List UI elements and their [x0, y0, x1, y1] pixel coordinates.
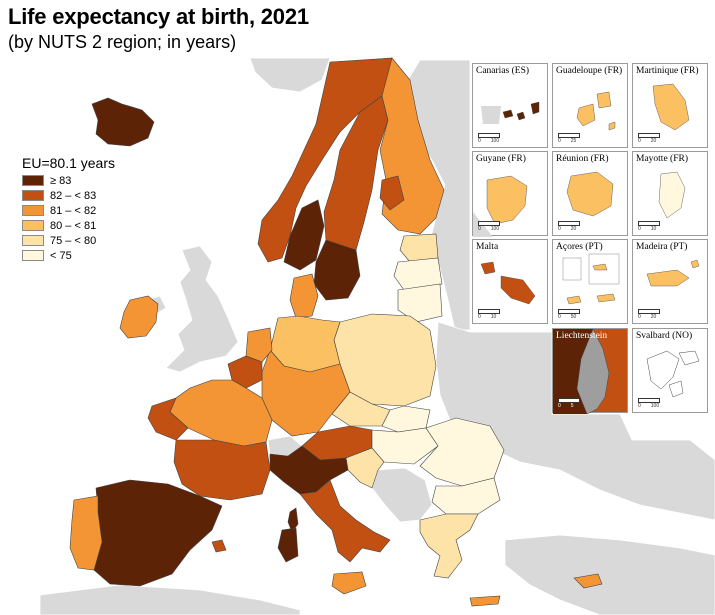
norway-south-region	[283, 199, 325, 271]
legend-label: < 75	[50, 249, 72, 262]
inset-guyane: Guyane (FR) 0 100	[472, 151, 548, 237]
france-south-region	[173, 439, 271, 501]
iceland-region	[91, 97, 155, 147]
legend-label: 82 – < 83	[50, 189, 97, 202]
scale-bar: 0 50	[558, 309, 580, 320]
turkey-region	[504, 534, 715, 615]
italy-north-region	[269, 445, 349, 495]
bulgaria-region	[431, 477, 501, 515]
scale-bar: 0 20	[638, 133, 660, 144]
inset-label: Liechtenstein	[556, 331, 608, 341]
inset-label: Malta	[476, 242, 499, 252]
legend-label: 75 – < 80	[50, 234, 97, 247]
legend-swatch	[22, 190, 44, 201]
scale-bar: 0 100	[478, 133, 500, 144]
inset-label: Svalbard (NO)	[636, 331, 693, 341]
inset-map	[480, 261, 536, 305]
inset-label: Martinique (FR)	[636, 66, 699, 76]
greece-region	[419, 513, 479, 579]
inset-map	[481, 101, 540, 124]
inset-madeira: Madeira (PT) 0 20	[632, 239, 708, 324]
legend-label: 80 – < 81	[50, 219, 97, 232]
legend-label: 81 – < 82	[50, 204, 97, 217]
inset-mayotte: Mayotte (FR) 0 10	[632, 151, 708, 236]
sweden-south-region	[313, 239, 361, 301]
inset-malta: Malta 0 10	[472, 239, 548, 324]
legend-swatch	[22, 175, 44, 186]
scale-bar: 0 10	[638, 221, 660, 232]
inset-acores: Açores (PT) 0 50	[552, 239, 628, 324]
denmark-region	[289, 273, 319, 319]
inset-map	[576, 91, 616, 131]
inset-martinique: Martinique (FR) 0 20	[632, 63, 708, 148]
inset-map	[566, 171, 614, 217]
italy-south-region	[299, 479, 391, 563]
romania-region	[419, 417, 505, 487]
legend-title: EU=80.1 years	[22, 155, 115, 171]
map-title: Life expectancy at birth, 2021	[8, 4, 309, 29]
scale-bar: 0 25	[558, 133, 580, 144]
scale-bar: 0 100	[638, 398, 660, 409]
netherlands-region	[245, 327, 273, 363]
aland-region	[379, 175, 405, 211]
legend-swatch	[22, 205, 44, 216]
legend: EU=80.1 years ≥ 83 82 – < 83 81 – < 82 8…	[22, 155, 115, 263]
inset-map	[646, 350, 700, 398]
inset-label: Canarias (ES)	[476, 66, 530, 76]
inset-map	[646, 259, 700, 287]
inset-map	[652, 83, 690, 131]
inset-label: Guyane (FR)	[476, 154, 526, 164]
germany-south-region	[261, 349, 351, 437]
inset-label: Madeira (PT)	[636, 242, 688, 252]
sicily-region	[331, 571, 367, 595]
legend-swatch	[22, 250, 44, 261]
portugal-region	[69, 495, 103, 571]
legend-item: 82 – < 83	[22, 188, 115, 203]
great-britain-region	[165, 245, 239, 373]
greenland-region	[249, 57, 331, 93]
legend-item: 75 – < 80	[22, 233, 115, 248]
inset-guadeloupe: Guadeloupe (FR) 0 25	[552, 63, 628, 148]
sardinia-region	[277, 527, 299, 563]
lithuania-region	[397, 283, 443, 323]
inset-reunion: Réunion (FR) 0 20	[552, 151, 628, 236]
slovenia-croatia-region	[345, 447, 385, 489]
legend-label: ≥ 83	[50, 174, 72, 187]
inset-label: Açores (PT)	[556, 242, 603, 252]
map-subtitle: (by NUTS 2 region; in years)	[8, 32, 237, 52]
scale-bar: 0 20	[638, 309, 660, 320]
scale-bar: 0 10	[478, 309, 500, 320]
inset-map	[553, 329, 610, 414]
balearic-region	[211, 539, 227, 553]
legend-item: < 75	[22, 248, 115, 263]
legend-swatch	[22, 235, 44, 246]
crete-region	[469, 595, 501, 607]
scale-bar: 0 20	[558, 221, 580, 232]
inset-label: Guadeloupe (FR)	[556, 66, 623, 76]
inset-map	[658, 171, 686, 219]
legend-swatch	[22, 220, 44, 231]
legend-item: 81 – < 82	[22, 203, 115, 218]
legend-item: 80 – < 81	[22, 218, 115, 233]
cyprus-region	[573, 573, 603, 589]
inset-map	[562, 253, 620, 305]
ireland-region	[119, 295, 159, 339]
scale-bar: 0 100	[478, 221, 500, 232]
inset-canarias: Canarias (ES) 0 100	[472, 63, 548, 148]
brittany-region	[147, 397, 189, 441]
inset-label: Réunion (FR)	[556, 154, 609, 164]
inset-label: Mayotte (FR)	[636, 154, 688, 164]
inset-svalbard: Svalbard (NO) 0 100	[632, 328, 708, 413]
legend-item: ≥ 83	[22, 173, 115, 188]
